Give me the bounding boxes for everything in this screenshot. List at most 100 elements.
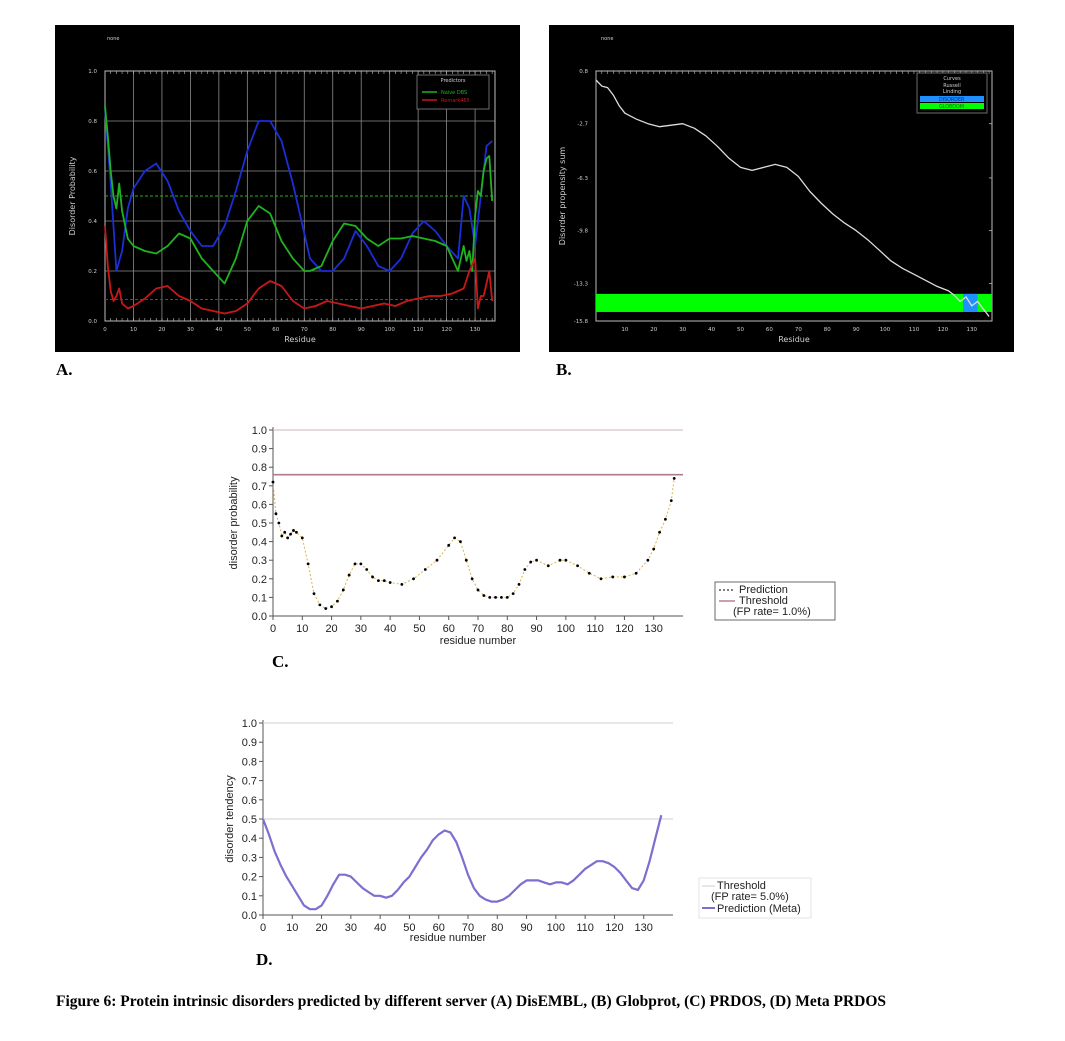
x-tick-label: 30 [355,623,367,635]
legend-label: Linding [943,89,961,95]
y-tick-label: 0.8 [242,756,257,768]
y-tick-label: 0.0 [88,319,97,325]
legend-label: Russell [943,83,960,89]
series-line-3 [104,225,494,315]
x-tick-label: 100 [557,623,575,635]
prediction-point [353,562,357,566]
prediction-point [277,521,281,525]
x-tick-label: 50 [244,327,251,333]
y-tick-label: 0.7 [242,776,257,788]
prediction-point [453,536,456,540]
y-tick-label: 0.8 [579,69,588,75]
prediction-point [611,575,615,579]
y-tick-label: 1.0 [242,718,257,730]
x-tick-label: 60 [443,623,455,635]
x-tick-label: 50 [737,327,744,333]
legend-label: Naive DBS [441,90,467,96]
y-tick-label: 0.3 [252,555,267,567]
x-tick-label: 110 [413,327,424,333]
legend-swatch-globdom [920,103,984,109]
x-tick-label: 50 [413,623,425,635]
figure-caption: Figure 6: Protein intrinsic disorders pr… [56,993,887,1010]
prediction-point [341,588,345,592]
x-tick-label: 30 [345,922,357,934]
legend-label: Threshold [739,595,788,607]
legend-label: (FP rate= 1.0%) [733,606,811,618]
y-axis-label: disorder tendency [224,775,236,863]
y-tick-label: 0.6 [242,795,257,807]
x-tick-label: 90 [530,623,542,635]
prediction-point [400,582,404,586]
prediction-point [470,577,474,581]
x-tick-label: 120 [605,922,623,934]
y-tick-label: 0.5 [252,518,267,530]
prediction-point [511,592,515,596]
x-axis-label: Residue [284,335,316,344]
chart-a-svg: none 0 10 20 30 40 50 60 70 80 90 100 110 120 130 0.0 0.… [68,36,496,344]
y-tick-label: -9.8 [577,229,588,235]
prediction-point [280,534,284,538]
x-tick-label: 70 [301,327,308,333]
x-axis-label: Residue [778,335,810,344]
prediction-point [623,575,626,579]
prediction-point [359,562,363,566]
panel-label-d: D. [256,950,273,969]
x-tick-label: 80 [329,327,336,333]
prediction-point [488,596,492,599]
x-tick-label: 30 [679,327,686,333]
x-tick-label: 70 [472,623,484,635]
prediction-point [283,530,287,534]
prediction-point [482,594,486,597]
x-tick-label: 20 [158,327,165,333]
chart-b-svg: none 10 20 30 40 50 60 70 80 90 100 110 120 130 0.8 -2.… [558,36,993,344]
prediction-point [318,603,322,607]
y-tick-label: -13.3 [574,281,589,287]
legend-title: Curves [943,76,961,82]
y-tick-label: 0.1 [252,592,267,604]
x-tick-label: 90 [520,922,532,934]
prediction-point [505,596,509,599]
legend-label: Threshold [717,880,766,892]
prediction-point [365,568,369,571]
legend-label: Prediction [739,584,788,596]
prediction-point [312,592,316,596]
x-tick-label: 80 [491,922,503,934]
chart-a-top-label: none [107,36,119,42]
series-line-propensity [595,79,990,317]
x-tick-label: 120 [441,327,452,333]
y-tick-label: 0.5 [242,814,257,826]
prediction-point [271,480,275,484]
x-tick-label: 130 [645,623,663,635]
y-tick-label: 0.4 [252,537,267,549]
x-tick-label: 0 [103,327,107,333]
y-tick-label: 0.0 [242,910,257,922]
prediction-point [347,573,351,577]
x-tick-label: 20 [315,922,327,934]
y-axis-label: disorder probability [228,476,240,569]
y-tick-label: 0.3 [242,852,257,864]
prediction-point [523,568,527,571]
panel-label-c: C. [272,652,289,671]
prediction-point [274,512,278,516]
x-tick-label: 80 [501,623,513,635]
panel-a: none 0 10 20 30 40 50 60 70 80 90 100 110 120 130 0.0 0.… [55,25,520,352]
prediction-point [564,558,568,562]
prediction-point [423,568,427,571]
x-tick-label: 40 [374,922,386,934]
x-tick-label: 110 [586,623,604,635]
legend-title: Predictors [441,78,466,84]
prediction-point [494,596,497,599]
prediction-point [500,596,503,599]
x-tick-label: 70 [795,327,802,333]
prediction-point [324,607,328,610]
y-tick-label: 0.2 [88,269,97,275]
x-tick-label: 100 [880,327,891,333]
legend-label: Remark465 [441,98,470,104]
x-axis-label: residue number [410,932,487,942]
y-tick-label: 0.7 [252,481,267,493]
x-tick-label: 130 [635,922,653,934]
x-tick-label: 120 [615,623,633,635]
prediction-point [546,564,550,568]
y-tick-label: 0.8 [252,462,267,474]
prediction-point [306,562,310,566]
